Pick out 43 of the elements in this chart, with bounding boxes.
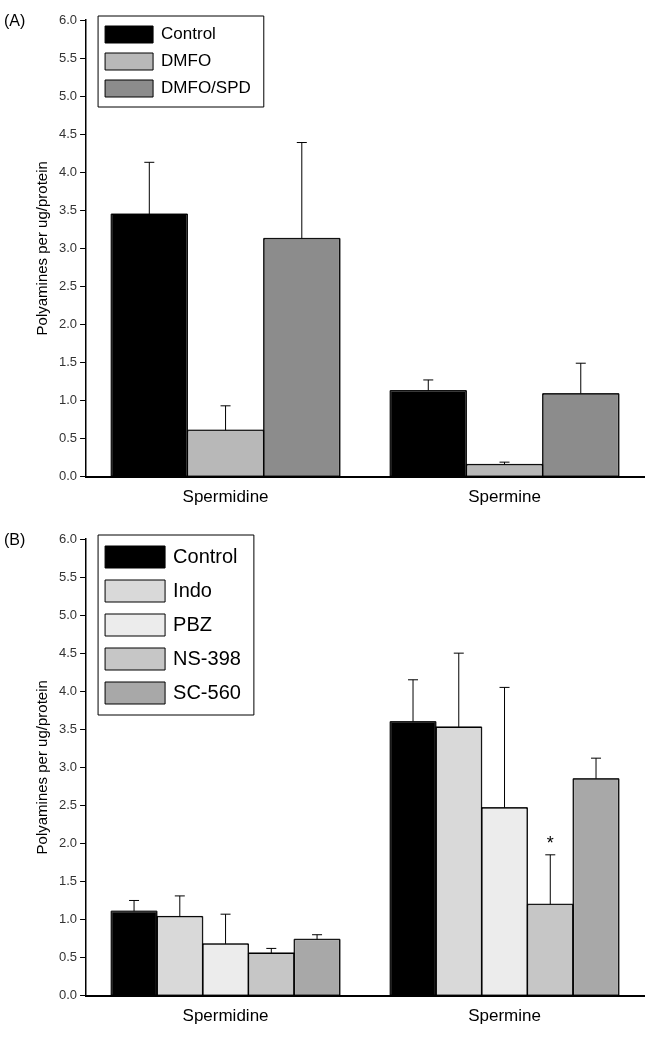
legend-label: Indo [173,578,213,601]
y-tick-label: 5.0 [58,606,78,622]
y-tick-label: 1.0 [58,392,78,408]
y-tick-label: 3.0 [58,758,78,774]
y-tick-label: 3.5 [58,720,78,736]
x-tick-label: Spermine [468,487,541,507]
legend-label: SC-560 [173,680,241,703]
y-tick-label: 0.0 [58,468,78,484]
x-tick-label: Spermidine [182,487,269,507]
y-tick-label: 4.0 [58,682,78,698]
y-axis-title: Polyamines per ug/protein [33,161,51,336]
legend-label: DMFO [161,51,212,71]
y-tick-label: 3.5 [58,201,78,217]
legend-label: NS-398 [173,646,241,669]
y-tick-label: 4.0 [58,163,78,179]
legend-label: PBZ [173,612,212,635]
y-tick-label: 6.0 [58,530,78,546]
y-tick-label: 5.5 [58,568,78,584]
y-tick-label: 3.0 [58,239,78,255]
y-tick-label: 6.0 [58,11,78,27]
y-tick-label: 0.0 [58,987,78,1003]
chart-title: (A) [4,12,26,29]
x-tick-label: Spermine [468,1006,541,1026]
y-tick-label: 1.5 [58,354,78,370]
y-axis-title: Polyamines per ug/protein [33,680,51,855]
y-tick-label: 0.5 [58,430,78,446]
y-tick-label: 0.5 [58,949,78,965]
annotation: * [546,832,554,853]
y-tick-label: 2.5 [58,277,78,293]
legend-label: Control [161,24,216,44]
chart-title: (B) [4,531,26,548]
y-tick-label: 1.0 [58,911,78,927]
y-tick-label: 1.5 [58,873,78,889]
legend-label: Control [173,544,238,567]
y-tick-label: 2.0 [58,834,78,850]
legend-label: DMFO/SPD [161,78,251,98]
x-tick-label: Spermidine [182,1006,269,1026]
y-tick-label: 2.0 [58,315,78,331]
y-tick-label: 4.5 [58,644,78,660]
y-tick-label: 2.5 [58,796,78,812]
y-tick-label: 4.5 [58,125,78,141]
y-tick-label: 5.0 [58,87,78,103]
y-tick-label: 5.5 [58,49,78,65]
